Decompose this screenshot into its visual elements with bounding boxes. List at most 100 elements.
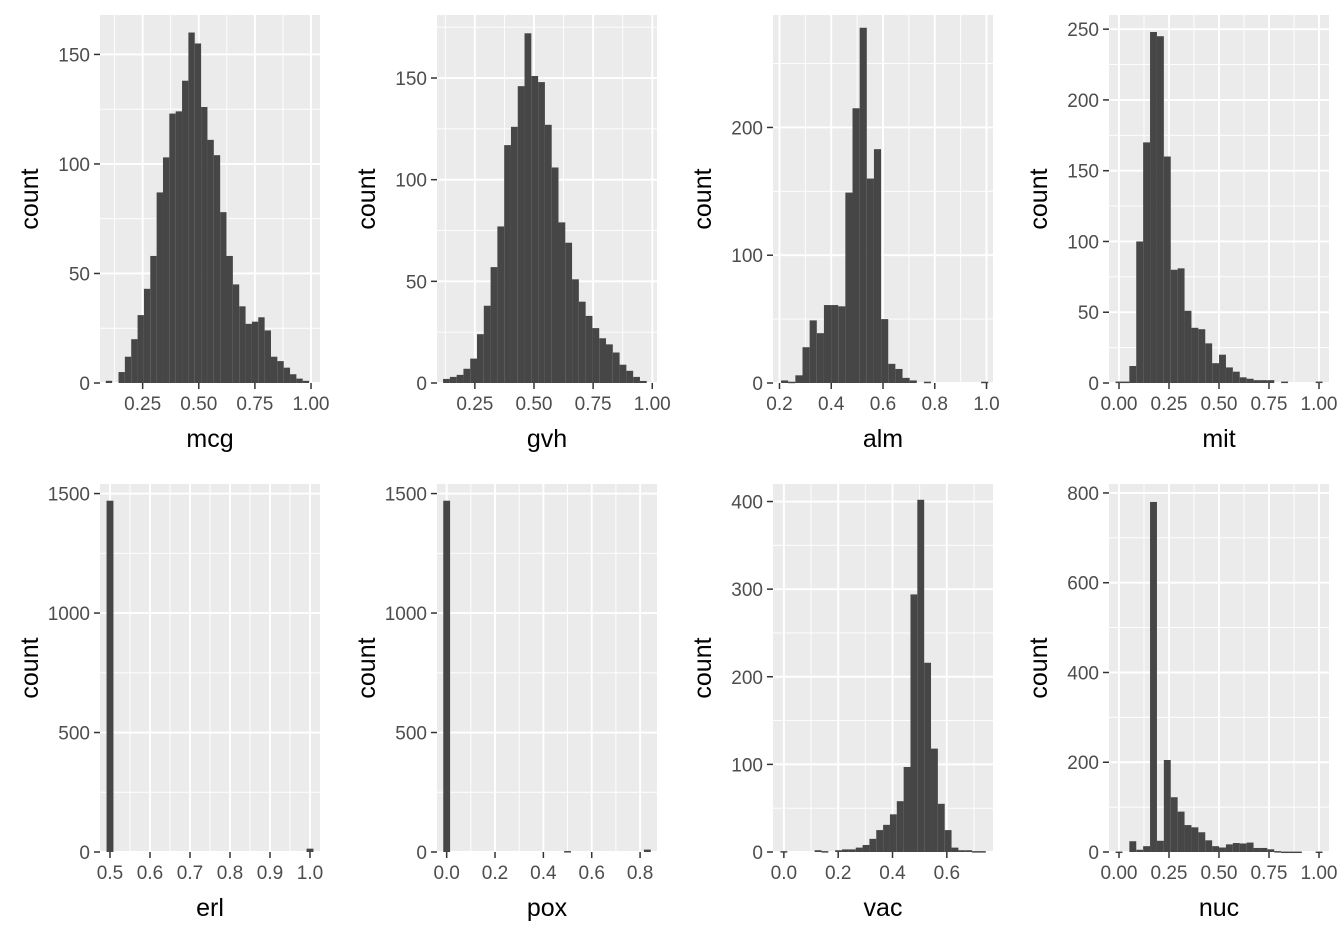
x-tick-label: 0.8 xyxy=(627,863,653,884)
histogram-bar xyxy=(1156,840,1164,852)
histogram-bar xyxy=(626,370,634,383)
histogram-bar xyxy=(795,375,803,383)
x-tick-label: 0.50 xyxy=(1201,394,1238,415)
histogram-bar xyxy=(1267,380,1275,383)
histogram-bar xyxy=(895,368,903,383)
histogram-bar xyxy=(124,356,132,383)
x-tick-label: 0.2 xyxy=(482,863,508,884)
x-tick-label: 1.0 xyxy=(973,394,999,415)
histogram-bar xyxy=(106,500,114,852)
histogram-bar xyxy=(869,838,877,852)
histogram-bar xyxy=(639,380,647,383)
x-tick-label: 0.75 xyxy=(1251,394,1288,415)
y-tick-label: 100 xyxy=(1067,232,1099,253)
x-tick-label: 0.8 xyxy=(922,394,948,415)
histogram-bar xyxy=(965,850,973,852)
histogram-bar xyxy=(182,80,189,383)
x-tick-label: 0.00 xyxy=(1101,394,1138,415)
histogram-bar xyxy=(510,126,518,383)
histogram-bar xyxy=(1232,843,1240,852)
histogram-bar xyxy=(456,374,464,383)
x-tick-label: 0.75 xyxy=(1251,863,1288,884)
histogram-bar xyxy=(1136,241,1144,383)
y-tick-label: 250 xyxy=(1067,20,1099,41)
histogram-bar xyxy=(564,851,571,853)
histogram-bar xyxy=(866,178,874,383)
histogram-bar xyxy=(855,847,863,852)
histogram-panel-vac: 0 100 200 300 400 0.0 0.2 0.4 0.6 vac count xyxy=(689,484,993,922)
histogram-bar xyxy=(1253,847,1261,852)
x-tick-label: 0.2 xyxy=(825,863,851,884)
histogram-bar xyxy=(788,381,796,384)
histogram-bar xyxy=(118,372,125,383)
histogram-bar xyxy=(1205,840,1213,852)
histogram-bar xyxy=(490,267,498,383)
x-tick-label: 0.50 xyxy=(1201,863,1238,884)
histogram-bar xyxy=(306,848,314,852)
histogram-bar xyxy=(951,847,959,852)
histogram-bar xyxy=(1170,797,1178,852)
y-axis-title: count xyxy=(16,168,44,229)
histogram-bar xyxy=(213,155,221,383)
y-tick-label: 0 xyxy=(416,374,427,395)
y-tick-label: 100 xyxy=(731,246,763,267)
histogram-bar xyxy=(881,319,889,383)
y-tick-label: 0 xyxy=(752,374,763,395)
histogram-panel-gvh: 0 50 100 150 0.25 0.50 0.75 1.00 gvh count xyxy=(353,15,671,453)
x-tick-label: 0.25 xyxy=(1151,863,1188,884)
panel-background xyxy=(773,484,993,852)
histogram-bar xyxy=(1156,36,1164,383)
histogram-bar xyxy=(599,338,607,383)
histogram-bar xyxy=(978,851,986,853)
x-axis-title: erl xyxy=(196,894,224,922)
x-axis-title: vac xyxy=(864,894,903,922)
histogram-bar xyxy=(917,499,925,852)
histogram-bar xyxy=(1143,846,1151,852)
y-tick-label: 1500 xyxy=(48,485,90,506)
histogram-bar xyxy=(443,378,450,383)
histogram-panel-mit: 0 50 100 150 200 250 0.00 0.25 0.50 0.75 1.00 mit co… xyxy=(1025,15,1337,453)
y-tick-label: 500 xyxy=(395,724,427,745)
histogram-bar xyxy=(131,339,138,383)
x-tick-label: 0.4 xyxy=(818,394,845,415)
histogram-panel-nuc: 0 200 400 600 800 0.00 0.25 0.50 0.75 1.00 nuc coun… xyxy=(1025,484,1337,922)
histogram-panel-pox: 0 500 1000 1500 0.0 0.2 0.4 0.6 0.8 pox count xyxy=(353,484,657,922)
y-tick-label: 50 xyxy=(69,264,90,285)
histogram-bar xyxy=(1315,381,1323,384)
histogram-bar xyxy=(931,748,938,852)
histogram-bar xyxy=(443,500,451,852)
histogram-bar xyxy=(538,82,545,383)
histogram-bar xyxy=(842,849,849,852)
histogram-bar xyxy=(1253,380,1261,383)
x-tick-label: 0.4 xyxy=(879,863,906,884)
histogram-bar xyxy=(483,305,491,383)
histogram-bar xyxy=(504,145,511,383)
histogram-bar xyxy=(1267,849,1275,852)
x-tick-label: 0.4 xyxy=(530,863,557,884)
x-tick-label: 0.25 xyxy=(1151,394,1188,415)
x-tick-label: 0.6 xyxy=(579,863,605,884)
histogram-bar xyxy=(823,305,832,383)
x-tick-label: 1.0 xyxy=(297,863,323,884)
x-tick-label: 1.00 xyxy=(293,394,330,415)
histogram-bar xyxy=(592,328,600,383)
histogram-bar xyxy=(551,167,559,383)
histogram-bar xyxy=(981,381,989,384)
histogram-bar xyxy=(1129,841,1137,852)
histogram-bar xyxy=(862,844,870,852)
x-axis-title: nuc xyxy=(1199,894,1239,922)
histogram-bar xyxy=(201,107,208,383)
histogram-bar xyxy=(924,662,932,852)
histogram-bar xyxy=(524,33,532,384)
x-tick-label: 0.25 xyxy=(456,394,493,415)
histogram-bar xyxy=(1260,847,1268,852)
panel-background xyxy=(437,484,657,852)
histogram-bar xyxy=(207,139,214,383)
histogram-bar xyxy=(1163,760,1171,852)
y-tick-label: 600 xyxy=(1067,574,1099,595)
histogram-bar xyxy=(876,830,884,852)
histogram-bar xyxy=(1198,832,1206,852)
histogram-bar xyxy=(239,306,246,383)
x-axis-title: gvh xyxy=(527,425,567,453)
histogram-bar xyxy=(1294,851,1302,854)
